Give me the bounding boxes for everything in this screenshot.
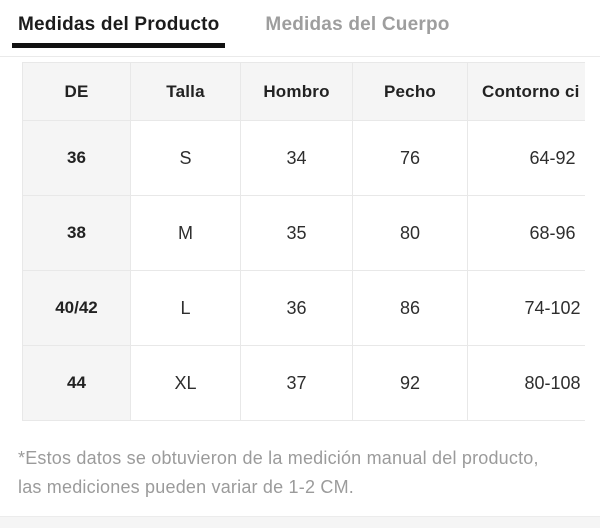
table-cell: 35 — [240, 195, 353, 271]
size-table-scroll-container[interactable]: DE Talla Hombro Pecho Contorno ci 36 S 34 76 64-… — [22, 62, 585, 421]
column-header-contorno-ci: Contorno ci — [467, 62, 585, 121]
column-header-de: DE — [22, 62, 131, 121]
tab-medidas-del-producto[interactable]: Medidas del Producto — [12, 13, 226, 48]
table-row: 38 M 35 80 68-96 — [22, 195, 585, 271]
table-header-row: DE Talla Hombro Pecho Contorno ci — [22, 62, 585, 121]
table-cell: 76 — [352, 120, 468, 196]
row-size-cell: 44 — [22, 345, 131, 421]
table-cell: 74-102 — [467, 270, 585, 346]
column-header-talla: Talla — [130, 62, 241, 121]
size-table: DE Talla Hombro Pecho Contorno ci 36 S 34 76 64-… — [22, 62, 585, 421]
table-row: 44 XL 37 92 80-108 — [22, 345, 585, 421]
row-size-cell: 40/42 — [22, 270, 131, 346]
table-cell: 37 — [240, 345, 353, 421]
table-cell: 64-92 — [467, 120, 585, 196]
column-header-hombro: Hombro — [240, 62, 353, 121]
disclaimer-line-2: las mediciones pueden variar de 1-2 CM. — [18, 477, 354, 497]
table-cell: 86 — [352, 270, 468, 346]
table-row: 36 S 34 76 64-92 — [22, 120, 585, 196]
table-cell: 80-108 — [467, 345, 585, 421]
table-cell: S — [130, 120, 241, 196]
measurement-disclaimer: *Estos datos se obtuvieron de la medició… — [18, 444, 580, 502]
table-cell: XL — [130, 345, 241, 421]
bottom-divider-band — [0, 516, 600, 528]
tab-medidas-del-cuerpo[interactable]: Medidas del Cuerpo — [265, 14, 450, 35]
table-cell: M — [130, 195, 241, 271]
table-cell: 34 — [240, 120, 353, 196]
table-cell: 92 — [352, 345, 468, 421]
row-size-cell: 36 — [22, 120, 131, 196]
table-cell: 68-96 — [467, 195, 585, 271]
table-cell: 36 — [240, 270, 353, 346]
table-cell: L — [130, 270, 241, 346]
size-table-body: 36 S 34 76 64-92 38 M 35 80 68-96 40/42 L 36 86 74-102… — [22, 120, 585, 421]
row-size-cell: 38 — [22, 195, 131, 271]
column-header-pecho: Pecho — [352, 62, 468, 121]
table-cell: 80 — [352, 195, 468, 271]
disclaimer-line-1: *Estos datos se obtuvieron de la medició… — [18, 448, 539, 468]
tab-bar: Medidas del Producto Medidas del Cuerpo — [0, 0, 600, 57]
table-row: 40/42 L 36 86 74-102 — [22, 270, 585, 346]
